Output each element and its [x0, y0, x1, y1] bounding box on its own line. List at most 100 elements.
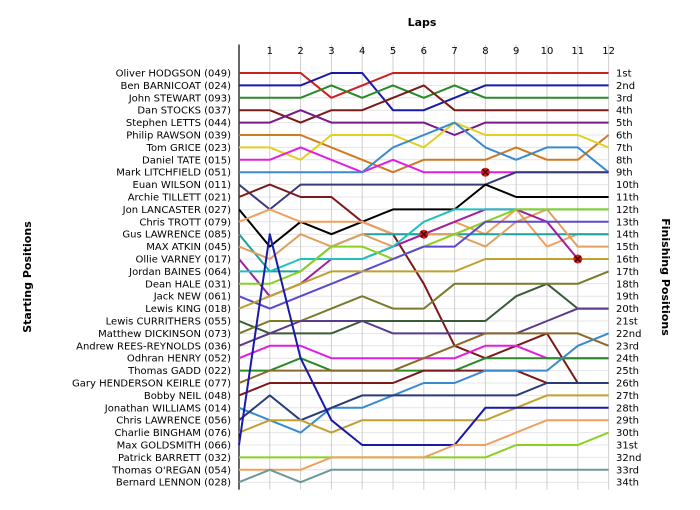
- finishing-position-label: 13th: [616, 217, 639, 228]
- starting-position-label: Oliver HODGSON (049): [116, 69, 231, 80]
- finishing-position-label: 1st: [616, 69, 632, 80]
- finishing-position-label: 15th: [616, 242, 639, 253]
- finishing-position-label: 34th: [616, 478, 639, 489]
- starting-position-label: Thomas O'REGAN (054): [111, 465, 231, 476]
- x-tick-label: 2: [297, 46, 303, 57]
- series-line: [239, 134, 610, 174]
- x-tick-label: 10: [541, 46, 554, 57]
- starting-position-label: Ollie VARNEY (017): [135, 255, 231, 266]
- starting-position-label: Charlie BINGHAM (076): [114, 428, 231, 439]
- finishing-position-label: 18th: [616, 279, 639, 290]
- series-line: [238, 233, 609, 446]
- series-line: [239, 84, 609, 99]
- finishing-position-label: 27th: [616, 391, 639, 402]
- retired-marker-icon: [419, 229, 429, 239]
- finishing-position-label: 7th: [616, 143, 633, 154]
- finishing-position-label: 24th: [616, 354, 639, 365]
- series-line: [238, 258, 609, 310]
- series-line: [238, 468, 609, 484]
- retired-marker-cross: [481, 168, 489, 176]
- finishing-position-label: 25th: [616, 366, 639, 377]
- starting-position-label: Max GOLDSMITH (066): [117, 441, 231, 452]
- starting-position-label: Dean HALE (031): [145, 279, 231, 290]
- finishing-position-label: 14th: [616, 230, 639, 241]
- finishing-position-label: 3rd: [616, 93, 633, 104]
- starting-position-label: Dan STOCKS (037): [137, 106, 231, 117]
- finishing-position-label: 8th: [616, 155, 633, 166]
- starting-position-label: Mark LITCHFIELD (051): [116, 168, 231, 179]
- starting-position-label: Chris LAWRENCE (056): [116, 416, 231, 427]
- starting-position-label: Lewis KING (018): [145, 304, 231, 315]
- series-line: [238, 220, 609, 310]
- finishing-position-label: 11th: [616, 193, 639, 204]
- x-tick-label: 9: [513, 46, 519, 57]
- series-line: [239, 121, 609, 161]
- finishing-position-label: 9th: [616, 168, 633, 179]
- driver-series-lines: [238, 72, 610, 484]
- y-axis-title-right: Finishing Positions: [659, 218, 672, 336]
- x-tick-label: 7: [451, 46, 457, 57]
- starting-position-label: Gary HENDERSON KEIRLE (077): [72, 379, 231, 390]
- finishing-position-label: 12th: [616, 205, 639, 216]
- starting-position-label: Archie TILLETT (021): [128, 193, 231, 204]
- finishing-position-label: 31st: [616, 441, 638, 452]
- starting-position-label: Tom GRICE (023): [146, 143, 232, 154]
- starting-position-label: Bernard LENNON (028): [116, 478, 231, 489]
- finishing-position-label: 28th: [616, 403, 639, 414]
- starting-position-label: Patrick BARRETT (032): [118, 453, 231, 464]
- x-tick-label: 5: [390, 46, 396, 57]
- finishing-position-label: 22nd: [616, 329, 641, 340]
- starting-position-label: Jordan BAINES (064): [128, 267, 231, 278]
- finishing-position-labels: 1st2nd3rd4th5th6th7th8th9th10th11th12th1…: [616, 69, 641, 489]
- finishing-position-label: 20th: [616, 304, 639, 315]
- starting-position-label: Lewis CURRITHERS (055): [106, 317, 231, 328]
- finishing-position-label: 19th: [616, 292, 639, 303]
- x-tick-label: 12: [602, 46, 615, 57]
- x-tick-label: 11: [571, 46, 584, 57]
- starting-position-label: MAX ATKIN (045): [146, 242, 231, 253]
- starting-position-labels: Oliver HODGSON (049)Ben BARNICOAT (024)J…: [72, 69, 231, 489]
- starting-position-label: Odhran HENRY (052): [127, 354, 231, 365]
- series-line: [239, 72, 609, 99]
- finishing-position-label: 6th: [616, 131, 633, 142]
- starting-position-label: Stephen LETTS (044): [126, 118, 231, 129]
- finishing-position-label: 26th: [616, 379, 639, 390]
- starting-position-label: John STEWART (093): [128, 93, 231, 104]
- series-line: [238, 307, 609, 347]
- finishing-position-label: 10th: [616, 180, 639, 191]
- grid: [238, 44, 610, 490]
- series-line: [239, 84, 609, 124]
- finishing-position-label: 33rd: [616, 465, 639, 476]
- finishing-position-label: 16th: [616, 255, 639, 266]
- finishing-position-label: 17th: [616, 267, 639, 278]
- x-tick-labels: 1 2 3 4 5 6 7 8 9 10 11 12: [267, 46, 615, 57]
- starting-position-label: Bobby NEIL (048): [144, 391, 231, 402]
- finishing-position-label: 5th: [616, 118, 633, 129]
- retirement-markers: [419, 167, 583, 264]
- starting-position-label: Jonathan WILLIAMS (014): [104, 403, 231, 414]
- starting-position-label: Jack NEW (061): [153, 292, 231, 303]
- x-tick-label: 1: [267, 46, 273, 57]
- finishing-position-label: 32nd: [616, 453, 641, 464]
- starting-position-label: Philip RAWSON (039): [126, 131, 231, 142]
- series-line: [239, 121, 610, 174]
- retired-marker-cross: [420, 230, 428, 238]
- finishing-position-label: 2nd: [616, 81, 635, 92]
- x-tick-label: 8: [482, 46, 488, 57]
- starting-position-label: Euan WILSON (011): [133, 180, 232, 191]
- finishing-position-label: 23rd: [616, 341, 639, 352]
- finishing-position-label: 21st: [616, 317, 638, 328]
- series-line: [238, 394, 609, 434]
- starting-position-label: Ben BARNICOAT (024): [120, 81, 231, 92]
- series-line: [239, 419, 609, 471]
- starting-position-label: Daniel TATE (015): [142, 155, 231, 166]
- starting-position-label: Jon LANCASTER (027): [122, 205, 231, 216]
- x-tick-label: 3: [328, 46, 334, 57]
- finishing-position-label: 29th: [616, 416, 639, 427]
- starting-position-label: Matthew DICKINSON (073): [98, 329, 231, 340]
- series-line: [238, 332, 609, 434]
- retired-marker-icon: [573, 254, 583, 264]
- starting-position-label: Gus LAWRENCE (085): [122, 230, 231, 241]
- series-line: [238, 332, 609, 384]
